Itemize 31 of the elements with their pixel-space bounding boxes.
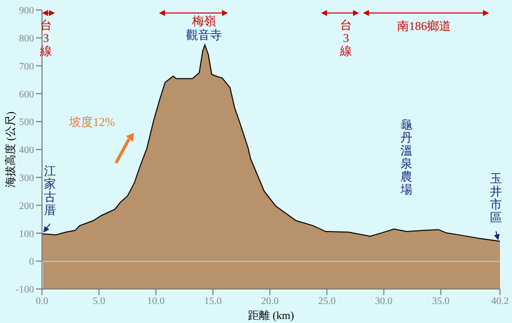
y-tick-label: 900	[19, 6, 34, 17]
annotation: 觀音寺	[186, 28, 222, 42]
y-tick-label: 200	[19, 200, 34, 212]
annotation: 玉井市區	[490, 171, 502, 224]
annotation: 台3線	[39, 18, 52, 58]
y-tick-label: 500	[19, 117, 34, 128]
y-tick-label: 400	[19, 145, 34, 156]
annotation: 龜丹溫泉農場	[400, 118, 413, 197]
x-tick-label: 40.2	[491, 296, 509, 308]
annotation: 南186鄉道	[397, 19, 451, 33]
y-tick-label: 0	[29, 256, 34, 268]
x-tick-label: 10.0	[147, 296, 165, 308]
y-tick-label: 300	[19, 172, 34, 184]
annotation: 坡度12%	[68, 115, 115, 129]
y-axis-title: 海拔高度 (公尺)	[4, 111, 17, 188]
x-tick-label: 5.0	[92, 296, 106, 308]
y-tick-label: 100	[19, 228, 34, 240]
x-axis-title: 距離 (km)	[248, 310, 294, 322]
x-tick-label: 25.0	[318, 296, 336, 308]
annotation: 台3線	[339, 18, 352, 58]
x-tick-label: 15.0	[204, 296, 222, 308]
y-tick-label: 700	[19, 61, 34, 72]
annotation: 梅嶺	[191, 14, 216, 28]
y-tick-label: 600	[19, 89, 34, 100]
y-tick-label: -100	[16, 284, 34, 296]
annotation: 江家古厝	[44, 164, 56, 217]
x-tick-label: 35.0	[432, 296, 450, 308]
y-tick-label: 800	[19, 33, 34, 44]
x-tick-label: 0.0	[36, 296, 48, 308]
x-tick-label: 20.0	[261, 296, 279, 308]
x-tick-label: 30.0	[375, 296, 393, 308]
